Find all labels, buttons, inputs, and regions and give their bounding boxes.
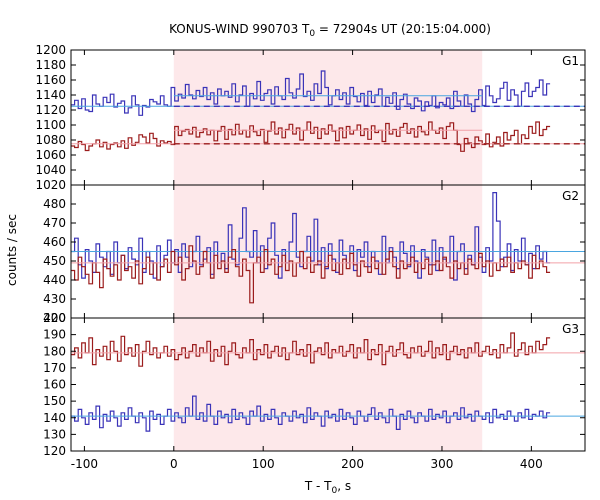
y-tick-label: 430: [43, 292, 66, 306]
x-axis-label: T - T0, s: [304, 479, 351, 496]
y-tick-label: 190: [43, 328, 66, 342]
y-tick-label: 440: [43, 273, 66, 287]
shaded-interval-g3: [173, 318, 483, 451]
y-tick-label: 480: [43, 197, 66, 211]
y-tick-label: 1120: [35, 103, 66, 117]
panel-label-g3: G3: [562, 322, 579, 336]
y-tick-label: 1100: [35, 118, 66, 132]
y-tick-label: 120: [43, 444, 66, 458]
x-tick-label: 200: [341, 457, 364, 471]
y-tick-label: 1180: [35, 58, 66, 72]
tick-layer: G110201040106010801100112011401160118012…: [35, 43, 585, 471]
series-g2-2-red: [71, 245, 551, 304]
y-tick-label: 1040: [35, 163, 66, 177]
x-tick-label: -100: [71, 457, 98, 471]
series-g1-4-red: [71, 121, 551, 152]
y-axis-label: counts / sec: [5, 214, 19, 286]
y-tick-label: 200: [43, 311, 66, 325]
series-g2-0-blue: [71, 192, 551, 281]
y-tick-label: 1140: [35, 88, 66, 102]
y-tick-label: 450: [43, 254, 66, 268]
y-tick-label: 150: [43, 394, 66, 408]
y-tick-label: 1020: [35, 178, 66, 192]
y-tick-label: 460: [43, 235, 66, 249]
y-tick-label: 1160: [35, 73, 66, 87]
chart-title: KONUS-WIND 990703 T0 = 72904s UT (20:15:…: [169, 22, 491, 39]
x-tick-label: 300: [431, 457, 454, 471]
x-tick-label: 400: [520, 457, 543, 471]
y-tick-label: 180: [43, 344, 66, 358]
panel-label-g2: G2: [562, 189, 579, 203]
series-layer: [71, 70, 585, 432]
series-g3-2-blue: [71, 395, 551, 432]
y-tick-label: 160: [43, 378, 66, 392]
y-tick-label: 1200: [35, 43, 66, 57]
y-tick-label: 470: [43, 216, 66, 230]
y-tick-label: 170: [43, 361, 66, 375]
panel-label-g1: G1: [562, 54, 579, 68]
x-tick-label: 0: [170, 457, 178, 471]
y-tick-label: 1060: [35, 148, 66, 162]
y-tick-label: 130: [43, 427, 66, 441]
series-g3-0-red: [71, 332, 551, 367]
y-tick-label: 1080: [35, 133, 66, 147]
y-tick-label: 140: [43, 411, 66, 425]
shaded-interval-g1: [173, 50, 483, 185]
y-tick-label: 420: [43, 311, 66, 325]
x-tick-label: 100: [252, 457, 275, 471]
